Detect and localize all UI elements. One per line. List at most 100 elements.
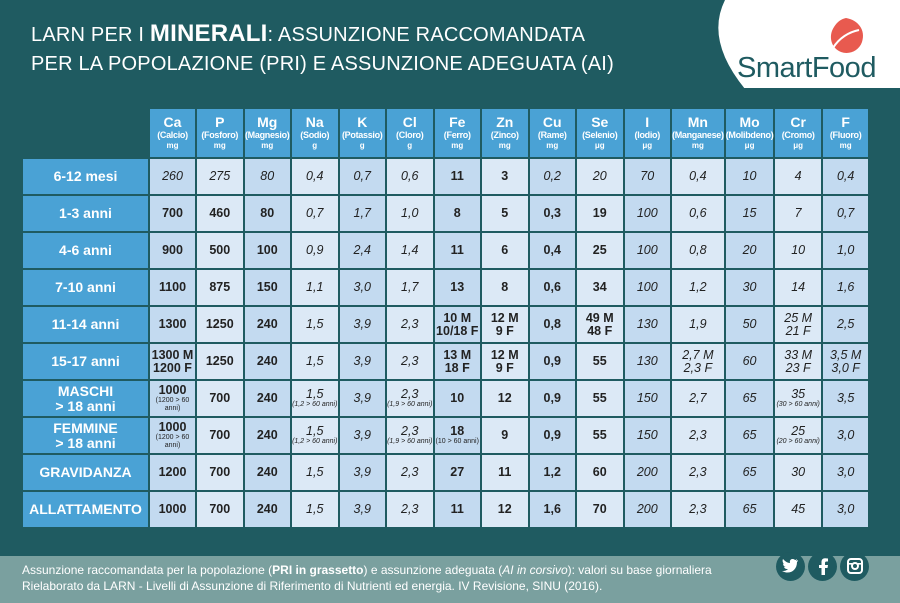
- cell-value: 200: [636, 465, 658, 479]
- cell-value: 1,5: [306, 424, 324, 438]
- table-cell: 460: [197, 196, 243, 231]
- instagram-icon[interactable]: [840, 552, 869, 581]
- row-label-text: 6-12 mesi: [53, 168, 118, 184]
- cell-value: 1,0: [836, 243, 855, 257]
- table-cell: 2,7 M 2,3 F: [672, 344, 724, 379]
- column-unit: μg: [793, 140, 804, 150]
- table-cell: 2,3: [387, 492, 433, 527]
- table-cell: 60: [725, 344, 774, 379]
- table-cell: 30: [725, 270, 774, 305]
- row-label: FEMMINE > 18 anni: [23, 418, 148, 453]
- cell-value: 2,3: [401, 465, 419, 479]
- column-symbol: Mn: [687, 113, 708, 130]
- column-symbol: K: [357, 113, 368, 130]
- row-label-text: 4-6 anni: [59, 242, 112, 258]
- table-cell: 700: [197, 381, 243, 416]
- row-label-subtext: > 18 anni: [55, 434, 116, 451]
- minerals-table: Ca (Calcio) mg P (Fosforo) mg Mg (Magnesio) mg Na…: [21, 107, 870, 529]
- table-cell: 0,4: [672, 159, 724, 194]
- table-cell: 1250: [197, 344, 243, 379]
- table-cell: 0,4: [529, 233, 575, 268]
- cell-value: 0,7: [306, 206, 324, 220]
- facebook-icon[interactable]: [808, 552, 837, 581]
- cell-value: 500: [209, 243, 231, 257]
- cell-value: 0,9: [543, 391, 561, 405]
- column-symbol: Cr: [790, 113, 806, 130]
- cell-value: 900: [162, 243, 183, 257]
- table-cell: 1200: [150, 455, 195, 490]
- cell-value: 1,5: [306, 502, 324, 516]
- cell-value: 18: [450, 424, 465, 438]
- cell-note: (1,9 > 60 anni): [387, 401, 433, 408]
- table-cell: 45: [775, 492, 821, 527]
- table-cell: 1,7: [387, 270, 433, 305]
- twitter-icon[interactable]: [776, 552, 805, 581]
- table-row: 11-14 anni 1300 1250 240 1,5 3,9 2,3 10 M 10/18 …: [23, 307, 869, 342]
- table-cell: 1,2: [529, 455, 575, 490]
- footer-source: Rielaborato da LARN - Livelli di Assunzi…: [22, 579, 603, 593]
- cell-value: 2,3: [689, 428, 707, 442]
- column-unit: mg: [546, 140, 559, 150]
- row-label-text: MASCHI: [57, 382, 114, 399]
- table-row: GRAVIDANZA 1200 700 240 1,5 3,9 2,3 27 11 1,2 60 20…: [23, 455, 869, 490]
- column-unit: mg: [261, 140, 274, 150]
- cell-value: 2,4: [353, 243, 371, 257]
- table-cell: 3,0: [822, 455, 869, 490]
- table-cell: 0,9: [529, 381, 575, 416]
- cell-value: 0,9: [306, 243, 324, 257]
- cell-value: 2,3: [401, 502, 419, 516]
- cell-value-secondary: 21 F: [785, 323, 811, 338]
- table-cell: 1,5: [292, 455, 338, 490]
- cell-value: 875: [209, 280, 231, 294]
- cell-value: 3,5: [836, 391, 855, 405]
- cell-value: 10: [450, 391, 465, 405]
- table-row: 15-17 anni 1300 M 1200 F 1250 240 1,5 3,9 2,3 13…: [23, 344, 869, 379]
- table-cell: 900: [150, 233, 195, 268]
- cell-value: 2,7 M: [682, 347, 714, 362]
- cell-note: (30 > 60 anni): [776, 401, 820, 408]
- table-cell: 2,3 (1,9 > 60 anni): [387, 418, 433, 453]
- cell-value-secondary: 3,0 F: [831, 360, 860, 375]
- table-cell: 8: [482, 270, 528, 305]
- table-cell: 240: [244, 381, 290, 416]
- cell-value: 1000: [158, 420, 187, 434]
- column-name: (Potassio): [341, 129, 383, 140]
- row-label: 1-3 anni: [23, 196, 148, 231]
- cell-value: 240: [256, 502, 278, 516]
- table-cell: 875: [197, 270, 243, 305]
- table-cell: 0,6: [672, 196, 724, 231]
- table-cell: 70: [624, 159, 670, 194]
- table-cell: 19: [577, 196, 623, 231]
- table-cell: 130: [624, 344, 670, 379]
- column-header-cl: Cl (Cloro) g: [387, 109, 433, 157]
- column-symbol: Mg: [257, 113, 278, 130]
- table-row: MASCHI > 18 anni 1000 (1200 > 60 anni) 700 24…: [23, 381, 869, 416]
- table-cell: 1000: [150, 492, 195, 527]
- table-cell: 30: [775, 455, 821, 490]
- table-cell: 14: [775, 270, 821, 305]
- cell-value: 700: [209, 391, 231, 405]
- cell-value: 30: [791, 465, 806, 479]
- cell-value: 3,9: [353, 465, 371, 479]
- table-cell: 0,8: [672, 233, 724, 268]
- cell-value: 1,7: [353, 206, 371, 220]
- column-name: (Sodio): [300, 129, 330, 140]
- table-cell: 700: [197, 455, 243, 490]
- cell-value: 1,5: [306, 317, 324, 331]
- cell-value: 12 M: [490, 347, 519, 362]
- column-name: (Magnesio): [244, 129, 290, 140]
- table-cell: 700: [197, 492, 243, 527]
- column-name: (Zinco): [490, 129, 519, 140]
- table-cell: 35 (30 > 60 anni): [775, 381, 821, 416]
- cell-value: 1100: [158, 280, 187, 294]
- column-symbol: F: [841, 113, 850, 130]
- cell-value: 10: [791, 243, 806, 257]
- cell-value: 55: [592, 354, 607, 368]
- cell-value: 1,7: [401, 280, 419, 294]
- cell-value: 13 M: [443, 347, 472, 362]
- cell-value: 20: [592, 169, 607, 183]
- table-cell: 1,5 (1,2 > 60 anni): [292, 418, 338, 453]
- cell-value: 2,3: [689, 502, 707, 516]
- table-cell: 2,3: [672, 418, 724, 453]
- table-cell: 2,4: [339, 233, 385, 268]
